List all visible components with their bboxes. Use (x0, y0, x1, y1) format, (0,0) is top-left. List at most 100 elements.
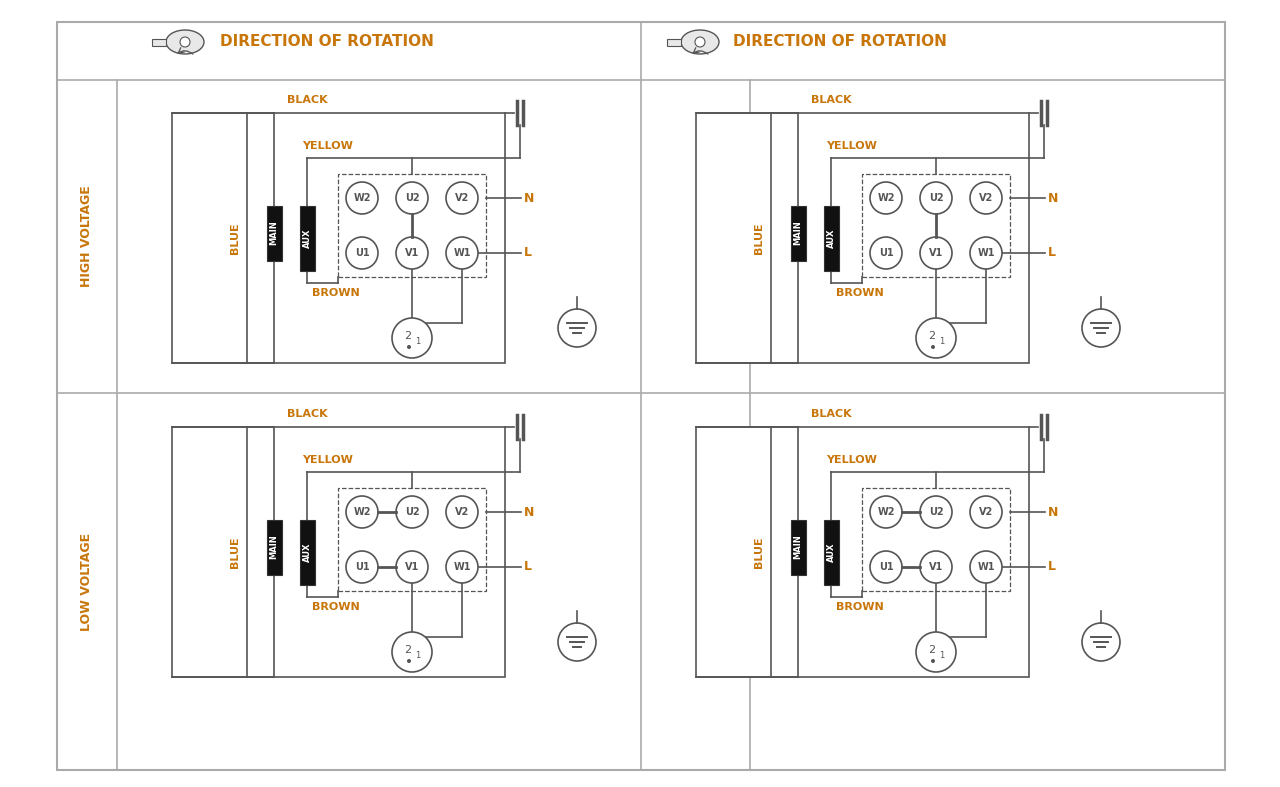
Bar (338, 488, 486, 591)
Text: U2: U2 (929, 193, 943, 203)
Text: 2: 2 (928, 645, 936, 655)
Text: MAIN: MAIN (794, 220, 803, 246)
Text: L: L (1048, 560, 1056, 574)
Circle shape (970, 496, 1002, 528)
Circle shape (445, 182, 477, 214)
Text: 1: 1 (940, 338, 945, 346)
Text: L: L (524, 246, 532, 260)
Circle shape (920, 237, 952, 269)
Bar (667, 39, 681, 46)
Bar (791, 205, 805, 260)
Circle shape (970, 237, 1002, 269)
Bar (338, 174, 486, 277)
Text: W1: W1 (977, 248, 995, 258)
Text: DIRECTION OF ROTATION: DIRECTION OF ROTATION (220, 35, 434, 50)
Circle shape (396, 237, 428, 269)
Bar (172, 113, 506, 363)
Text: N: N (524, 191, 534, 205)
Circle shape (558, 623, 596, 661)
Text: V1: V1 (404, 562, 419, 572)
Text: W1: W1 (453, 562, 471, 572)
Circle shape (931, 345, 934, 349)
Text: V2: V2 (979, 507, 993, 517)
Bar (823, 205, 838, 271)
Circle shape (407, 659, 411, 663)
Text: BLACK: BLACK (810, 95, 851, 105)
Bar (300, 519, 315, 585)
Text: U1: U1 (355, 248, 370, 258)
Circle shape (970, 182, 1002, 214)
Text: U1: U1 (878, 562, 893, 572)
Bar (861, 174, 1010, 277)
Circle shape (916, 632, 956, 672)
Text: V1: V1 (929, 248, 943, 258)
Circle shape (920, 496, 952, 528)
Text: N: N (1048, 191, 1059, 205)
Text: AUX: AUX (827, 228, 836, 248)
Text: 2: 2 (404, 645, 412, 655)
Circle shape (1082, 309, 1120, 347)
Circle shape (346, 551, 378, 583)
Circle shape (396, 496, 428, 528)
Text: V1: V1 (404, 248, 419, 258)
Text: BROWN: BROWN (312, 288, 360, 298)
Text: YELLOW: YELLOW (826, 455, 877, 465)
Text: 2: 2 (928, 331, 936, 341)
Text: V2: V2 (454, 193, 470, 203)
Circle shape (392, 318, 433, 358)
Text: BROWN: BROWN (836, 288, 883, 298)
Circle shape (558, 309, 596, 347)
Circle shape (870, 182, 902, 214)
Circle shape (920, 182, 952, 214)
Circle shape (445, 237, 477, 269)
Circle shape (396, 551, 428, 583)
Text: W1: W1 (977, 562, 995, 572)
Circle shape (445, 551, 477, 583)
Circle shape (346, 237, 378, 269)
Text: W2: W2 (877, 507, 895, 517)
Bar (823, 519, 838, 585)
Text: YELLOW: YELLOW (826, 141, 877, 151)
Circle shape (931, 659, 934, 663)
Circle shape (396, 182, 428, 214)
Text: 2: 2 (404, 331, 412, 341)
Text: 1: 1 (416, 652, 421, 660)
Text: V1: V1 (929, 562, 943, 572)
Text: W1: W1 (453, 248, 471, 258)
Text: BLUE: BLUE (230, 222, 241, 254)
Circle shape (392, 632, 433, 672)
Bar (861, 488, 1010, 591)
Bar (300, 205, 315, 271)
Text: BROWN: BROWN (312, 602, 360, 612)
Circle shape (870, 551, 902, 583)
Text: BLUE: BLUE (754, 222, 764, 254)
Text: YELLOW: YELLOW (302, 455, 353, 465)
Ellipse shape (166, 30, 204, 54)
Text: U1: U1 (878, 248, 893, 258)
Circle shape (180, 37, 189, 47)
Text: U1: U1 (355, 562, 370, 572)
Text: BLACK: BLACK (287, 95, 328, 105)
Bar (172, 427, 506, 677)
Text: BLUE: BLUE (230, 536, 241, 567)
Text: L: L (1048, 246, 1056, 260)
Circle shape (695, 37, 705, 47)
Bar (696, 427, 1029, 677)
Bar (152, 39, 166, 46)
Text: U2: U2 (404, 193, 420, 203)
Text: 1: 1 (416, 338, 421, 346)
Text: BROWN: BROWN (836, 602, 883, 612)
Circle shape (870, 496, 902, 528)
Bar (266, 519, 282, 575)
Text: W2: W2 (353, 193, 371, 203)
Text: L: L (524, 560, 532, 574)
Text: N: N (1048, 505, 1059, 519)
Bar (266, 205, 282, 260)
Text: MAIN: MAIN (270, 534, 279, 560)
Text: AUX: AUX (302, 542, 311, 562)
Circle shape (870, 237, 902, 269)
Text: MAIN: MAIN (794, 534, 803, 560)
Circle shape (916, 318, 956, 358)
Text: BLACK: BLACK (810, 409, 851, 419)
Circle shape (920, 551, 952, 583)
